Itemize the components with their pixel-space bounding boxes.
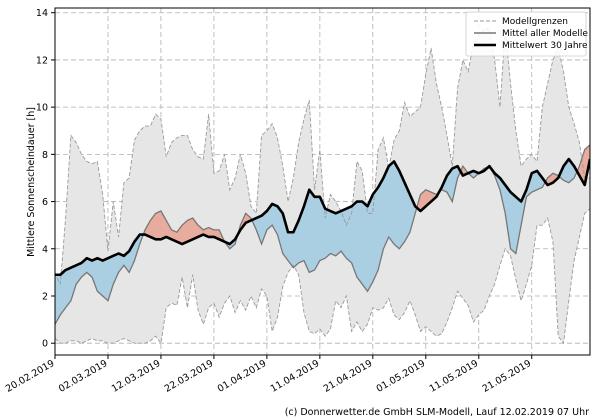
below-average-area (55, 234, 144, 325)
plot-frame (54, 7, 591, 356)
legend-bounds-label: Modellgrenzen (502, 17, 568, 27)
y-axis-ticks: 0 2 4 6 8 10 12 14 (36, 8, 55, 350)
legend-climatology-label: Mittelwert 30 Jahre (502, 41, 588, 51)
y-tick-label: 8 (42, 150, 48, 161)
lower-bound-line (55, 208, 590, 345)
climatology-line (55, 157, 590, 277)
upper-bound-line (55, 28, 590, 285)
above-average-area (143, 211, 225, 245)
below-average-area (489, 166, 546, 254)
legend-model-label: Mittel aller Modelle (502, 29, 588, 39)
above-average-area (237, 213, 252, 235)
above-average-area (545, 173, 559, 186)
y-tick-label: 6 (42, 197, 48, 208)
below-average-area (439, 166, 461, 202)
credit-text: (c) Donnerwetter.de GmbH SLM-Modell, Lau… (285, 407, 589, 418)
above-average-area (416, 189, 440, 212)
model-mean-line (55, 144, 590, 325)
y-tick-label: 0 (42, 339, 48, 350)
legend: Modellgrenzen Mittel aller Modelle Mitte… (465, 11, 588, 57)
y-tick-label: 4 (42, 244, 48, 255)
y-axis-label: Mittlere Sonnenscheindauer [h] (26, 107, 37, 257)
y-tick-label: 14 (36, 8, 48, 19)
y-tick-label: 12 (36, 55, 48, 66)
model-range-area (55, 29, 590, 344)
y-tick-label: 2 (42, 291, 48, 302)
below-average-area (251, 161, 417, 292)
y-tick-label: 10 (36, 103, 48, 114)
series-layer (55, 28, 590, 345)
